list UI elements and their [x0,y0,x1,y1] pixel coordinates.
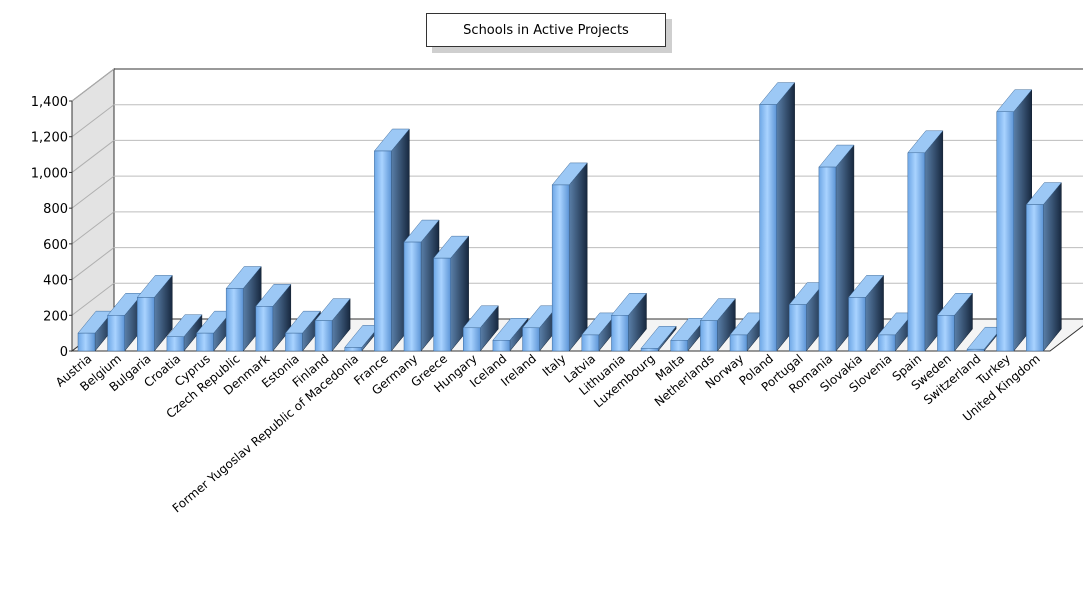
y-tick-label: 1,000 [31,166,68,181]
bar-united-kingdom [1025,181,1062,352]
bar-front [670,340,688,352]
bar-front [314,320,333,352]
bar-front [492,340,511,352]
labels: 02004006008001,0001,2001,400AustriaBelgi… [31,95,1043,515]
bar-front [877,334,896,352]
bar-front [225,288,244,352]
y-tick-label: 0 [60,345,68,360]
bar-bulgaria [136,274,173,352]
bar-france [373,128,410,352]
bar-front [107,315,125,352]
y-tick-label: 600 [43,238,68,253]
bar-front [551,184,570,352]
bar-front [729,334,748,352]
bar-front [1026,204,1044,352]
bar-side [568,162,588,352]
bar-slovakia [848,274,885,352]
bar-front [433,257,451,352]
bar-greece [433,235,470,352]
bar-front [255,306,274,352]
bar-poland [759,81,796,352]
y-tick-label: 800 [43,202,68,217]
bar-hungary [462,305,499,352]
bars [77,81,1062,352]
bar-front [344,347,362,352]
bar-front [818,166,837,352]
bar-front [700,320,718,352]
bar-front [137,297,155,352]
bar-croatia [166,314,203,352]
bar-luxembourg [640,325,677,352]
bar-front [581,334,600,352]
bar-front [996,111,1014,352]
bar-front [789,304,807,352]
bar-front [848,297,866,352]
bar-front [966,348,985,352]
bar-portugal [788,281,825,352]
bar-side [1043,181,1062,352]
bar-norway [729,312,766,352]
y-tick-label: 1,400 [31,95,68,110]
bar-front [759,104,777,352]
wall-gridline [71,211,115,245]
wall-gridline [71,140,115,173]
bar-front [522,327,540,352]
bar-front [907,152,926,352]
wall-gridline [71,247,115,280]
bar-front [166,336,185,352]
bar-front [403,241,422,352]
y-tick-label: 200 [43,309,68,324]
wall-gridline [71,68,115,102]
bar-front [196,332,214,352]
bar-front [285,332,303,352]
bar-spain [907,130,944,352]
bar-finland [314,297,351,352]
bar-front [77,332,96,352]
y-tick-label: 400 [43,274,68,289]
wall-gridline [71,104,115,138]
bar-italy [551,162,588,352]
bar-sweden [936,292,973,352]
bar-lithuania [610,292,647,352]
left-wall [71,67,115,353]
bar-front [374,150,392,352]
bar-front [937,315,955,352]
bar-czech-republic [225,265,262,352]
chart-title: Schools in Active Projects [426,13,666,47]
bar-netherlands [699,297,736,352]
wall-gridline [71,175,115,209]
bar-estonia [284,310,321,352]
bar-front [611,315,629,352]
bar-front [640,348,659,352]
bar-front [463,327,481,352]
wall-gridline [71,282,115,316]
y-tick-label: 1,200 [31,131,68,146]
